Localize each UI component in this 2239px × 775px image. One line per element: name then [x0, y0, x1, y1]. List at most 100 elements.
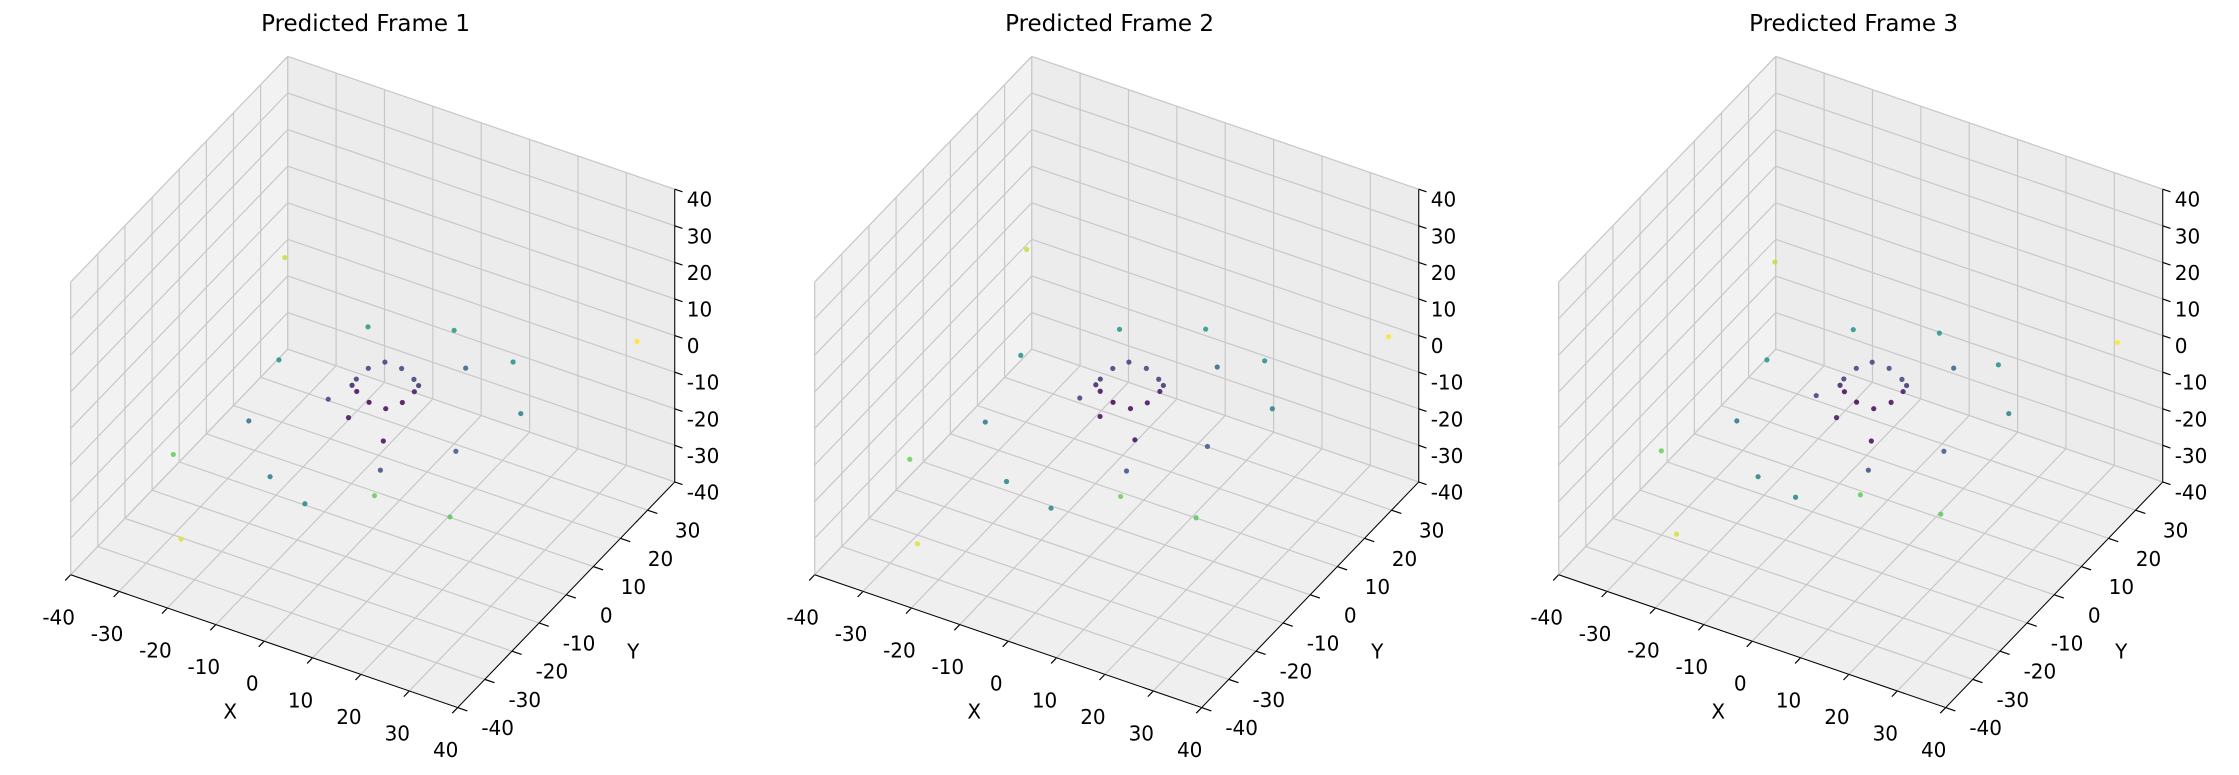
- point: [1024, 246, 1030, 253]
- y-tick: [2108, 537, 2119, 543]
- grid-line: [1031, 129, 1419, 263]
- point: [366, 399, 372, 405]
- z-tick: [674, 298, 683, 303]
- grid-line: [70, 129, 289, 356]
- point: [1951, 365, 1957, 371]
- x-tick-label: -40: [42, 605, 75, 629]
- y-tick: [457, 707, 468, 712]
- grid-line: [1031, 275, 1419, 410]
- y-tick: [593, 565, 604, 571]
- x-tick-label: -10: [931, 655, 964, 679]
- point: [170, 451, 176, 458]
- point: [411, 389, 417, 395]
- grid-line: [814, 275, 1033, 503]
- z-tick: [1418, 298, 1427, 303]
- grid-line: [287, 92, 675, 227]
- point: [246, 418, 252, 424]
- point: [1203, 326, 1209, 332]
- x-tick-label: 30: [1873, 721, 1898, 745]
- grid-line: [1031, 202, 1419, 337]
- point: [1110, 365, 1116, 372]
- grid-line: [97, 545, 486, 680]
- point: [325, 396, 331, 402]
- z-tick-label: 30: [2175, 224, 2200, 248]
- point: [2006, 410, 2012, 417]
- point: [1764, 357, 1770, 363]
- z-tick-label: -10: [2175, 371, 2208, 395]
- z-tick: [1418, 371, 1427, 376]
- grid-line: [950, 433, 1338, 568]
- point: [1127, 405, 1134, 412]
- y-tick: [1228, 678, 1239, 684]
- grid-line: [1031, 92, 1419, 227]
- point: [1995, 362, 2001, 368]
- grid-line: [1775, 202, 2163, 337]
- y-tick-label: 30: [1419, 519, 1444, 543]
- point: [1899, 376, 1905, 382]
- y-tick: [1945, 707, 1956, 712]
- x-tick-label: -40: [786, 605, 819, 629]
- x-tick-label: 0: [1734, 672, 1747, 696]
- grid-line: [868, 517, 1257, 652]
- point: [510, 359, 516, 365]
- x-tick-label: 20: [1080, 705, 1105, 729]
- point: [1886, 365, 1892, 371]
- y-tick: [2081, 565, 2092, 571]
- x-tick-label: 10: [288, 688, 313, 712]
- point: [1865, 467, 1871, 473]
- z-tick: [674, 408, 683, 412]
- point: [1850, 327, 1856, 333]
- point: [1837, 382, 1843, 388]
- point: [1900, 388, 1906, 395]
- z-tick: [2162, 371, 2171, 376]
- grid-line: [1667, 461, 2055, 596]
- point: [1214, 364, 1220, 370]
- x-tick: [1147, 690, 1154, 698]
- z-tick: [674, 371, 683, 376]
- x-tick-label: 30: [385, 721, 410, 745]
- grid-line: [1004, 376, 1392, 511]
- point: [1734, 418, 1740, 424]
- grid-line: [1558, 275, 1777, 503]
- x-tick: [1552, 574, 1560, 581]
- y-tick: [1999, 650, 2010, 656]
- grid-line: [1775, 348, 2163, 483]
- z-tick: [1418, 481, 1427, 486]
- y-axis-line: [457, 481, 676, 708]
- grid-line: [287, 129, 675, 263]
- x-tick-label: -30: [91, 622, 124, 646]
- z-tick-label: 10: [2175, 297, 2200, 321]
- point: [399, 399, 405, 406]
- grid-line: [1612, 517, 2001, 652]
- y-tick-label: 10: [621, 575, 646, 599]
- y-tick: [2135, 509, 2146, 515]
- x-tick-label: 20: [336, 705, 361, 729]
- z-tick-label: -10: [687, 371, 720, 395]
- point: [1888, 399, 1894, 405]
- point: [1833, 415, 1840, 421]
- z-tick-label: -30: [1431, 444, 1464, 468]
- point: [1941, 448, 1947, 454]
- z-tick: [1418, 408, 1427, 412]
- point: [282, 254, 288, 261]
- z-tick-label: 10: [687, 297, 712, 321]
- point: [1110, 399, 1116, 405]
- z-tick-label: -30: [687, 444, 720, 468]
- x-tick-label: -40: [1530, 605, 1563, 629]
- point: [1143, 365, 1149, 371]
- grid-line: [1694, 433, 2082, 568]
- point: [382, 359, 388, 365]
- y-axis-line: [1201, 481, 1420, 708]
- x-axis-line: [1558, 574, 1946, 709]
- grid-line: [814, 129, 1033, 356]
- grid-line: [1748, 376, 2136, 511]
- grid-line: [233, 404, 621, 539]
- point: [447, 514, 453, 520]
- z-tick: [674, 335, 683, 339]
- y-tick-label: -10: [1307, 631, 1340, 655]
- z-tick: [1418, 335, 1427, 339]
- z-tick-label: 0: [2175, 334, 2188, 358]
- z-tick-label: 30: [1431, 224, 1456, 248]
- point: [380, 438, 386, 444]
- y-tick-label: -20: [2024, 660, 2057, 684]
